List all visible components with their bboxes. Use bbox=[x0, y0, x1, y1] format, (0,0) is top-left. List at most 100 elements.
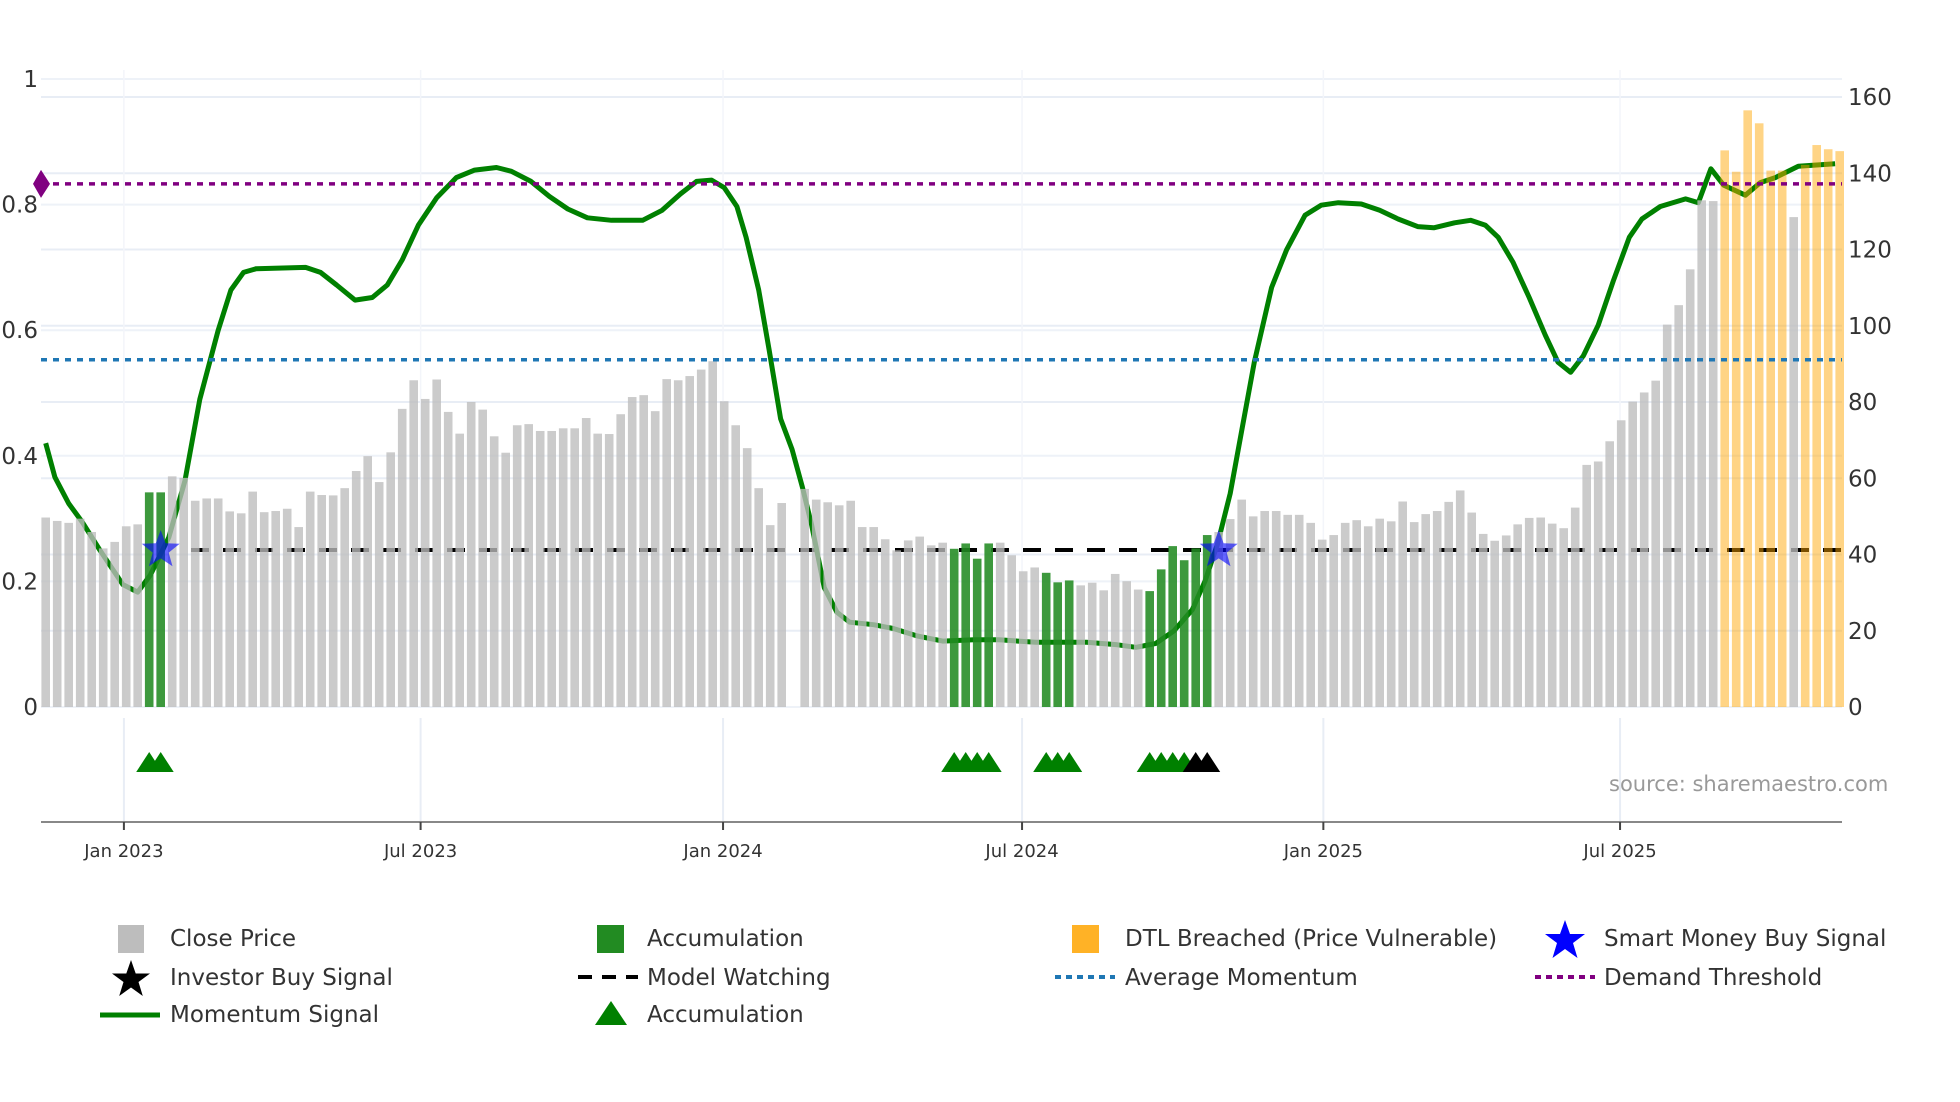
close-price-bar bbox=[731, 425, 740, 707]
close-price-bar bbox=[1547, 523, 1557, 707]
x-axis-tick-label: Jul 2024 bbox=[984, 841, 1058, 862]
close-price-bar bbox=[800, 488, 809, 707]
close-price-bar bbox=[1455, 490, 1465, 707]
close-price-bar bbox=[1340, 522, 1350, 707]
close-price-bar bbox=[892, 550, 901, 707]
close-price-bar bbox=[1375, 518, 1384, 707]
close-price-bar bbox=[777, 503, 786, 707]
close-price-bar bbox=[179, 477, 188, 707]
accumulation-bar bbox=[961, 543, 970, 707]
close-price-bar bbox=[1007, 555, 1016, 707]
close-price-bar bbox=[1536, 517, 1545, 707]
close-price-bar bbox=[478, 409, 487, 707]
right-axis-tick-label: 20 bbox=[1848, 619, 1877, 645]
close-price-bar bbox=[351, 471, 361, 707]
close-price-bar bbox=[1444, 501, 1453, 707]
close-price-bar bbox=[558, 428, 568, 707]
close-price-bar bbox=[1685, 269, 1695, 707]
close-price-bar bbox=[1030, 567, 1039, 707]
dtl-breached-bar bbox=[1731, 171, 1741, 708]
left-axis-tick-label: 0.8 bbox=[1, 193, 38, 219]
threshold-lines bbox=[33, 169, 1842, 362]
close-price-bar bbox=[1593, 461, 1603, 707]
close-price-bar bbox=[1110, 573, 1120, 707]
dtl-breached-bar bbox=[1835, 151, 1844, 707]
close-price-bar bbox=[869, 527, 878, 707]
close-price-bar bbox=[1248, 516, 1258, 707]
signal-panel bbox=[41, 718, 1842, 823]
close-price-bar bbox=[719, 401, 729, 707]
close-price-bar bbox=[1386, 521, 1396, 707]
close-price-bar bbox=[1294, 514, 1304, 707]
close-price-bar bbox=[1639, 392, 1649, 707]
close-price-bar bbox=[880, 539, 890, 707]
close-price-bar bbox=[466, 402, 476, 707]
close-price-bar bbox=[754, 488, 763, 707]
close-price-bar bbox=[248, 491, 257, 707]
close-price-bar bbox=[501, 452, 510, 707]
accumulation-bar bbox=[1156, 569, 1166, 707]
close-price-bar bbox=[489, 436, 499, 707]
accumulation-bar bbox=[1064, 580, 1074, 707]
close-price-bar bbox=[834, 505, 844, 707]
accumulation-bar bbox=[1168, 546, 1177, 707]
right-axis-tick-label: 80 bbox=[1848, 390, 1877, 416]
signal-markers bbox=[141, 530, 1238, 567]
left-axis-tick-label: 0.4 bbox=[1, 444, 38, 470]
close-price-bar bbox=[305, 491, 315, 707]
close-price-bar bbox=[455, 433, 464, 707]
close-price-bar bbox=[1467, 512, 1476, 707]
close-price-bar bbox=[765, 525, 775, 707]
close-price-bar bbox=[1674, 305, 1683, 707]
close-price-bar bbox=[225, 511, 234, 707]
close-price-bar bbox=[1409, 522, 1419, 707]
close-price-bar bbox=[64, 522, 73, 707]
close-price-bar bbox=[443, 411, 453, 707]
axes: 0 0.2 0.4 0.6 0.8 1 0 20 40 60 80 100 120 140 160 Jan 2… bbox=[1, 67, 1891, 862]
close-price-bar bbox=[1018, 571, 1028, 707]
close-price-bar bbox=[1570, 507, 1580, 707]
close-price-bar bbox=[1283, 514, 1292, 707]
left-axis-tick-label: 1 bbox=[23, 67, 38, 93]
accumulation-bar bbox=[144, 492, 154, 707]
close-price-bar bbox=[742, 448, 752, 707]
close-price-bar bbox=[133, 524, 142, 707]
close-price-bar bbox=[1352, 520, 1361, 707]
close-price-bar bbox=[1133, 589, 1143, 707]
close-price-bar bbox=[259, 512, 269, 707]
close-price-bar bbox=[1789, 217, 1798, 707]
close-price-bar bbox=[317, 495, 326, 707]
close-price-bar bbox=[1225, 519, 1235, 707]
close-price-bar bbox=[1616, 420, 1626, 707]
close-price-bar bbox=[121, 526, 131, 707]
accumulation-bar bbox=[949, 548, 959, 707]
right-axis-tick-label: 160 bbox=[1848, 85, 1892, 111]
right-axis-tick-label: 60 bbox=[1848, 466, 1877, 492]
close-price-bar bbox=[1582, 464, 1591, 707]
close-price-bar bbox=[397, 408, 407, 707]
close-price-bar bbox=[811, 499, 821, 707]
close-price-bar bbox=[926, 545, 936, 707]
close-price-bar bbox=[524, 424, 533, 707]
left-axis-tick-label: 0 bbox=[23, 695, 38, 721]
x-axis-tick-label: Jul 2023 bbox=[383, 841, 457, 862]
close-price-bar bbox=[1398, 501, 1407, 707]
close-price-bar bbox=[202, 498, 211, 707]
close-price-bar bbox=[903, 540, 913, 707]
close-price-bar bbox=[696, 369, 706, 707]
close-price-bar bbox=[1490, 540, 1499, 707]
close-price-bar bbox=[110, 541, 119, 707]
right-axis-tick-label: 0 bbox=[1848, 695, 1863, 721]
close-price-bar bbox=[1559, 528, 1568, 707]
close-price-bar bbox=[236, 513, 246, 707]
close-price-bar bbox=[1501, 535, 1511, 707]
accumulation-triangle-icon bbox=[1056, 752, 1083, 772]
close-price-bar bbox=[616, 414, 625, 707]
close-price-bar bbox=[190, 500, 200, 707]
dtl-breached-bar bbox=[1777, 170, 1787, 708]
close-price-bar bbox=[75, 518, 85, 707]
x-axis-tick-label: Jan 2025 bbox=[1283, 841, 1363, 862]
close-price-bar bbox=[328, 495, 338, 707]
close-price-bar bbox=[1513, 524, 1522, 707]
close-price-bar bbox=[915, 536, 924, 707]
